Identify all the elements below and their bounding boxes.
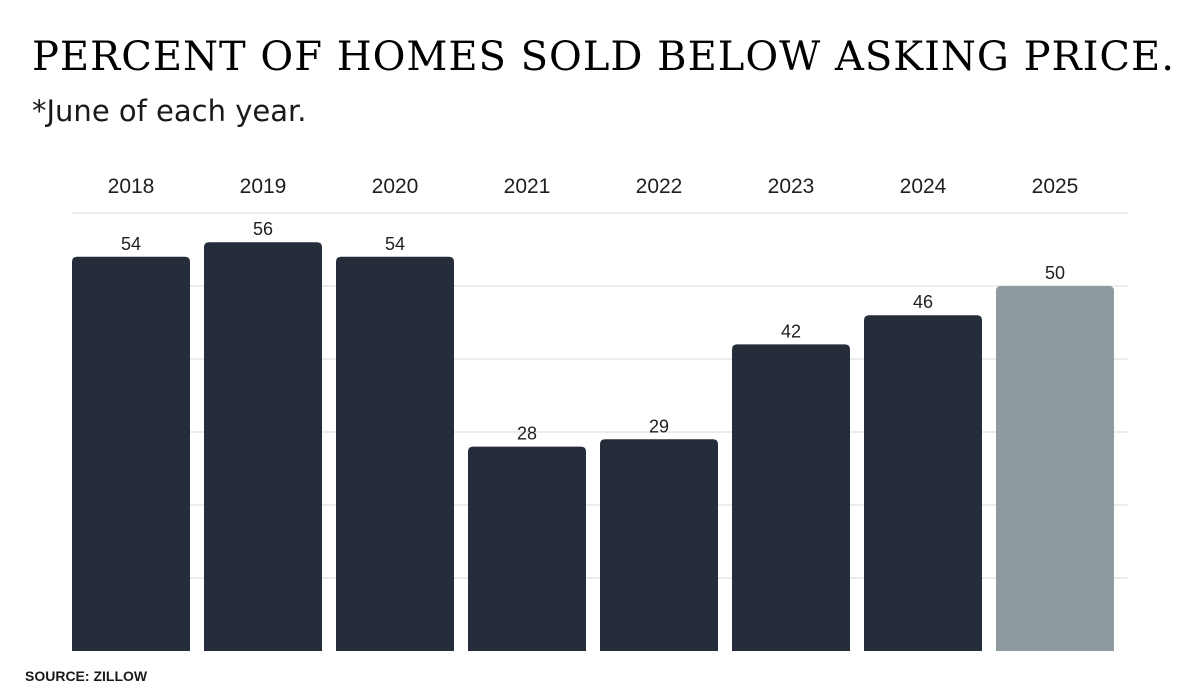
category-label-2020: 2020 (372, 175, 419, 198)
bar-2024 (864, 315, 982, 651)
value-label-2022: 29 (649, 416, 669, 436)
bar-2021 (468, 446, 586, 651)
value-label-2021: 28 (517, 424, 537, 444)
category-label-2025: 2025 (1032, 175, 1079, 198)
value-label-2018: 54 (121, 234, 141, 254)
value-label-2020: 54 (385, 234, 405, 254)
bar-2022 (600, 439, 718, 651)
bar-2023 (732, 344, 850, 651)
chart-title: PERCENT OF HOMES SOLD BELOW ASKING PRICE… (32, 34, 1175, 80)
category-label-2022: 2022 (636, 175, 683, 198)
bars (72, 242, 1114, 651)
value-label-2024: 46 (913, 292, 933, 312)
labels: 54 2018 56 2019 54 2020 28 2021 29 2022 42 2023 46 20… (108, 175, 1079, 444)
category-label-2021: 2021 (504, 175, 551, 198)
chart-subtitle: *June of each year. (32, 94, 307, 128)
category-label-2024: 2024 (900, 175, 947, 198)
value-label-2025: 50 (1045, 263, 1065, 283)
source-note: SOURCE: ZILLOW (25, 668, 148, 684)
category-label-2019: 2019 (240, 175, 287, 198)
category-label-2023: 2023 (768, 175, 815, 198)
bar-2025 (996, 286, 1114, 651)
bar-2020 (336, 256, 454, 651)
bar-2018 (72, 256, 190, 651)
value-label-2023: 42 (781, 321, 801, 341)
value-label-2019: 56 (253, 219, 273, 239)
category-label-2018: 2018 (108, 175, 155, 198)
bar-2019 (204, 242, 322, 651)
